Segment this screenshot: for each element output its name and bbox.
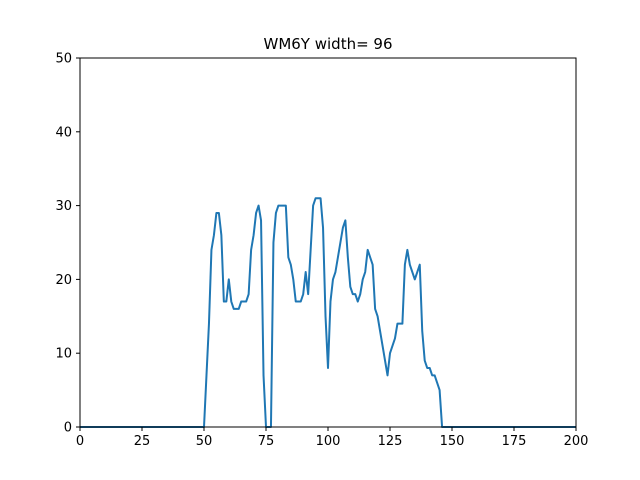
y-tick-label: 50 [55, 52, 72, 67]
x-tick-label: 25 [134, 434, 151, 449]
x-tick-label: 100 [316, 434, 341, 449]
x-tick-label: 0 [76, 434, 84, 449]
y-axis: 0 10 20 30 40 50 [55, 52, 80, 436]
y-tick-label: 0 [64, 421, 72, 436]
x-tick-label: 175 [502, 434, 527, 449]
y-tick-label: 10 [55, 347, 72, 362]
x-tick-label: 125 [378, 434, 403, 449]
y-tick-label: 40 [55, 125, 72, 140]
series-line [80, 197, 576, 428]
chart-title: WM6Y width= 96 [263, 35, 392, 53]
x-tick-label: 75 [258, 434, 275, 449]
y-tick-label: 20 [55, 273, 72, 288]
x-tick-label: 150 [440, 434, 465, 449]
plot-area [80, 197, 576, 428]
x-tick-label: 50 [196, 434, 213, 449]
y-tick-label: 30 [55, 199, 72, 214]
x-axis: 0 25 50 75 100 125 150 175 200 [76, 427, 589, 449]
x-tick-label: 200 [564, 434, 589, 449]
